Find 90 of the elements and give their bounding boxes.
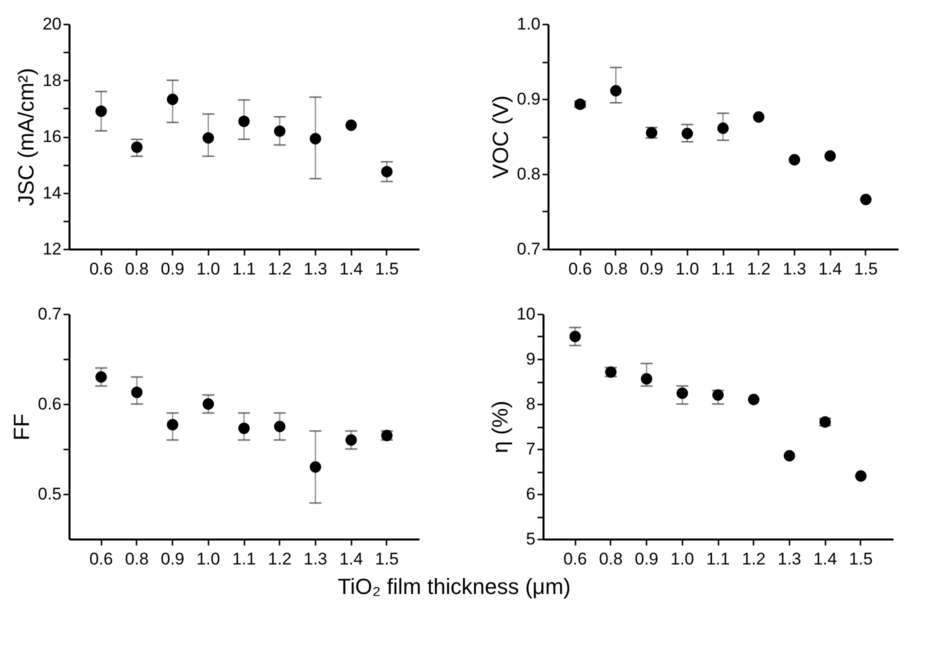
x-tick-label: 1.3: [304, 260, 328, 278]
point: [381, 166, 393, 178]
y-tick-label: 10: [516, 304, 536, 324]
point: [712, 389, 724, 401]
y-tick-label: 0.6: [38, 394, 62, 414]
y-tick-label: 14: [42, 183, 62, 202]
y-tick-label: 6: [526, 484, 536, 504]
x-tick-label: 1.0: [675, 260, 700, 278]
x-tick-label: 1.4: [818, 260, 842, 278]
point: [238, 116, 250, 127]
x-tick-label: 1.1: [706, 550, 730, 568]
y-tick-label: 0.7: [38, 304, 62, 324]
y-tick-label: 8: [526, 394, 536, 414]
point: [676, 388, 688, 399]
point: [202, 398, 214, 410]
point: [860, 194, 872, 206]
point: [345, 434, 357, 446]
point: [95, 106, 107, 117]
point: [166, 94, 178, 106]
y-axis-title: FF: [8, 414, 34, 440]
x-tick-label: 0.6: [89, 260, 113, 278]
point: [788, 154, 800, 166]
point: [855, 470, 867, 482]
point: [717, 122, 729, 134]
point: [166, 419, 178, 430]
y-tick-label: 18: [42, 70, 62, 90]
y-tick-label: 9: [526, 350, 536, 368]
point: [748, 394, 760, 406]
y-axis-title: VOC (V): [488, 95, 513, 179]
point: [610, 85, 622, 96]
y-tick-label: 5: [526, 530, 536, 548]
x-tick-label: 0.8: [604, 260, 628, 278]
point: [238, 422, 250, 434]
x-tick-label: 1.4: [813, 550, 837, 568]
y-tick-label: 20: [42, 14, 62, 34]
x-tick-label: 0.8: [599, 550, 623, 568]
y-axis-title: η (%): [488, 400, 513, 454]
x-tick-label: 1.2: [746, 260, 771, 278]
point: [569, 330, 581, 342]
x-tick-label: 1.3: [782, 260, 806, 278]
point: [202, 132, 214, 144]
x-tick-label: 0.8: [125, 260, 149, 278]
x-tick-label: 0.6: [89, 550, 113, 568]
x-tick-label: 1.0: [196, 550, 220, 568]
x-tick-label: 1.1: [232, 260, 256, 278]
x-tick-label: 0.9: [160, 260, 184, 278]
y-tick-label: 1.0: [516, 14, 540, 34]
x-tick-label: 0.9: [634, 550, 658, 568]
point: [274, 420, 286, 432]
x-tick-label: 0.9: [640, 260, 664, 278]
y-tick-label: 0.7: [516, 240, 540, 258]
point: [682, 128, 693, 140]
point: [131, 386, 143, 398]
x-tick-label: 1.0: [670, 550, 694, 568]
y-tick-label: 12: [42, 240, 62, 258]
x-tick-label: 1.1: [232, 550, 256, 568]
point: [753, 111, 764, 123]
x-tick-label: 1.0: [196, 260, 220, 278]
point: [345, 120, 357, 131]
point: [310, 133, 322, 144]
x-tick-label: 1.2: [268, 260, 292, 278]
y-tick-label: 0.5: [38, 484, 62, 504]
x-tick-label: 1.4: [339, 260, 363, 278]
x-tick-label: 0.6: [568, 260, 592, 278]
x-tick-label: 1.5: [849, 550, 873, 568]
x-tick-label: 1.1: [711, 260, 735, 278]
point: [95, 371, 107, 383]
y-axis-title: JSC (mA/cm²): [14, 68, 39, 206]
point: [274, 125, 286, 137]
point: [310, 461, 322, 473]
point: [131, 142, 143, 153]
point: [784, 450, 796, 462]
y-tick-label: 0.8: [516, 164, 540, 184]
x-tick-label: 1.2: [268, 550, 292, 568]
x-tick-label: 1.5: [854, 260, 878, 278]
point: [824, 150, 836, 162]
x-tick-label: 0.8: [125, 550, 149, 568]
x-tick-label: 1.3: [778, 550, 802, 568]
point: [640, 373, 652, 384]
x-tick-label: 1.3: [304, 550, 328, 568]
x-tick-label: 1.4: [339, 550, 363, 568]
x-tick-label: 1.5: [375, 550, 399, 568]
y-tick-label: 7: [526, 440, 536, 458]
x-axis-title: TiO₂ film thickness (μm): [338, 574, 571, 599]
x-tick-label: 0.9: [160, 550, 184, 568]
x-tick-label: 0.6: [563, 550, 587, 568]
y-tick-label: 16: [42, 127, 62, 146]
x-tick-label: 1.5: [375, 260, 399, 278]
x-tick-label: 1.2: [742, 550, 766, 568]
y-tick-label: 0.9: [516, 90, 540, 108]
